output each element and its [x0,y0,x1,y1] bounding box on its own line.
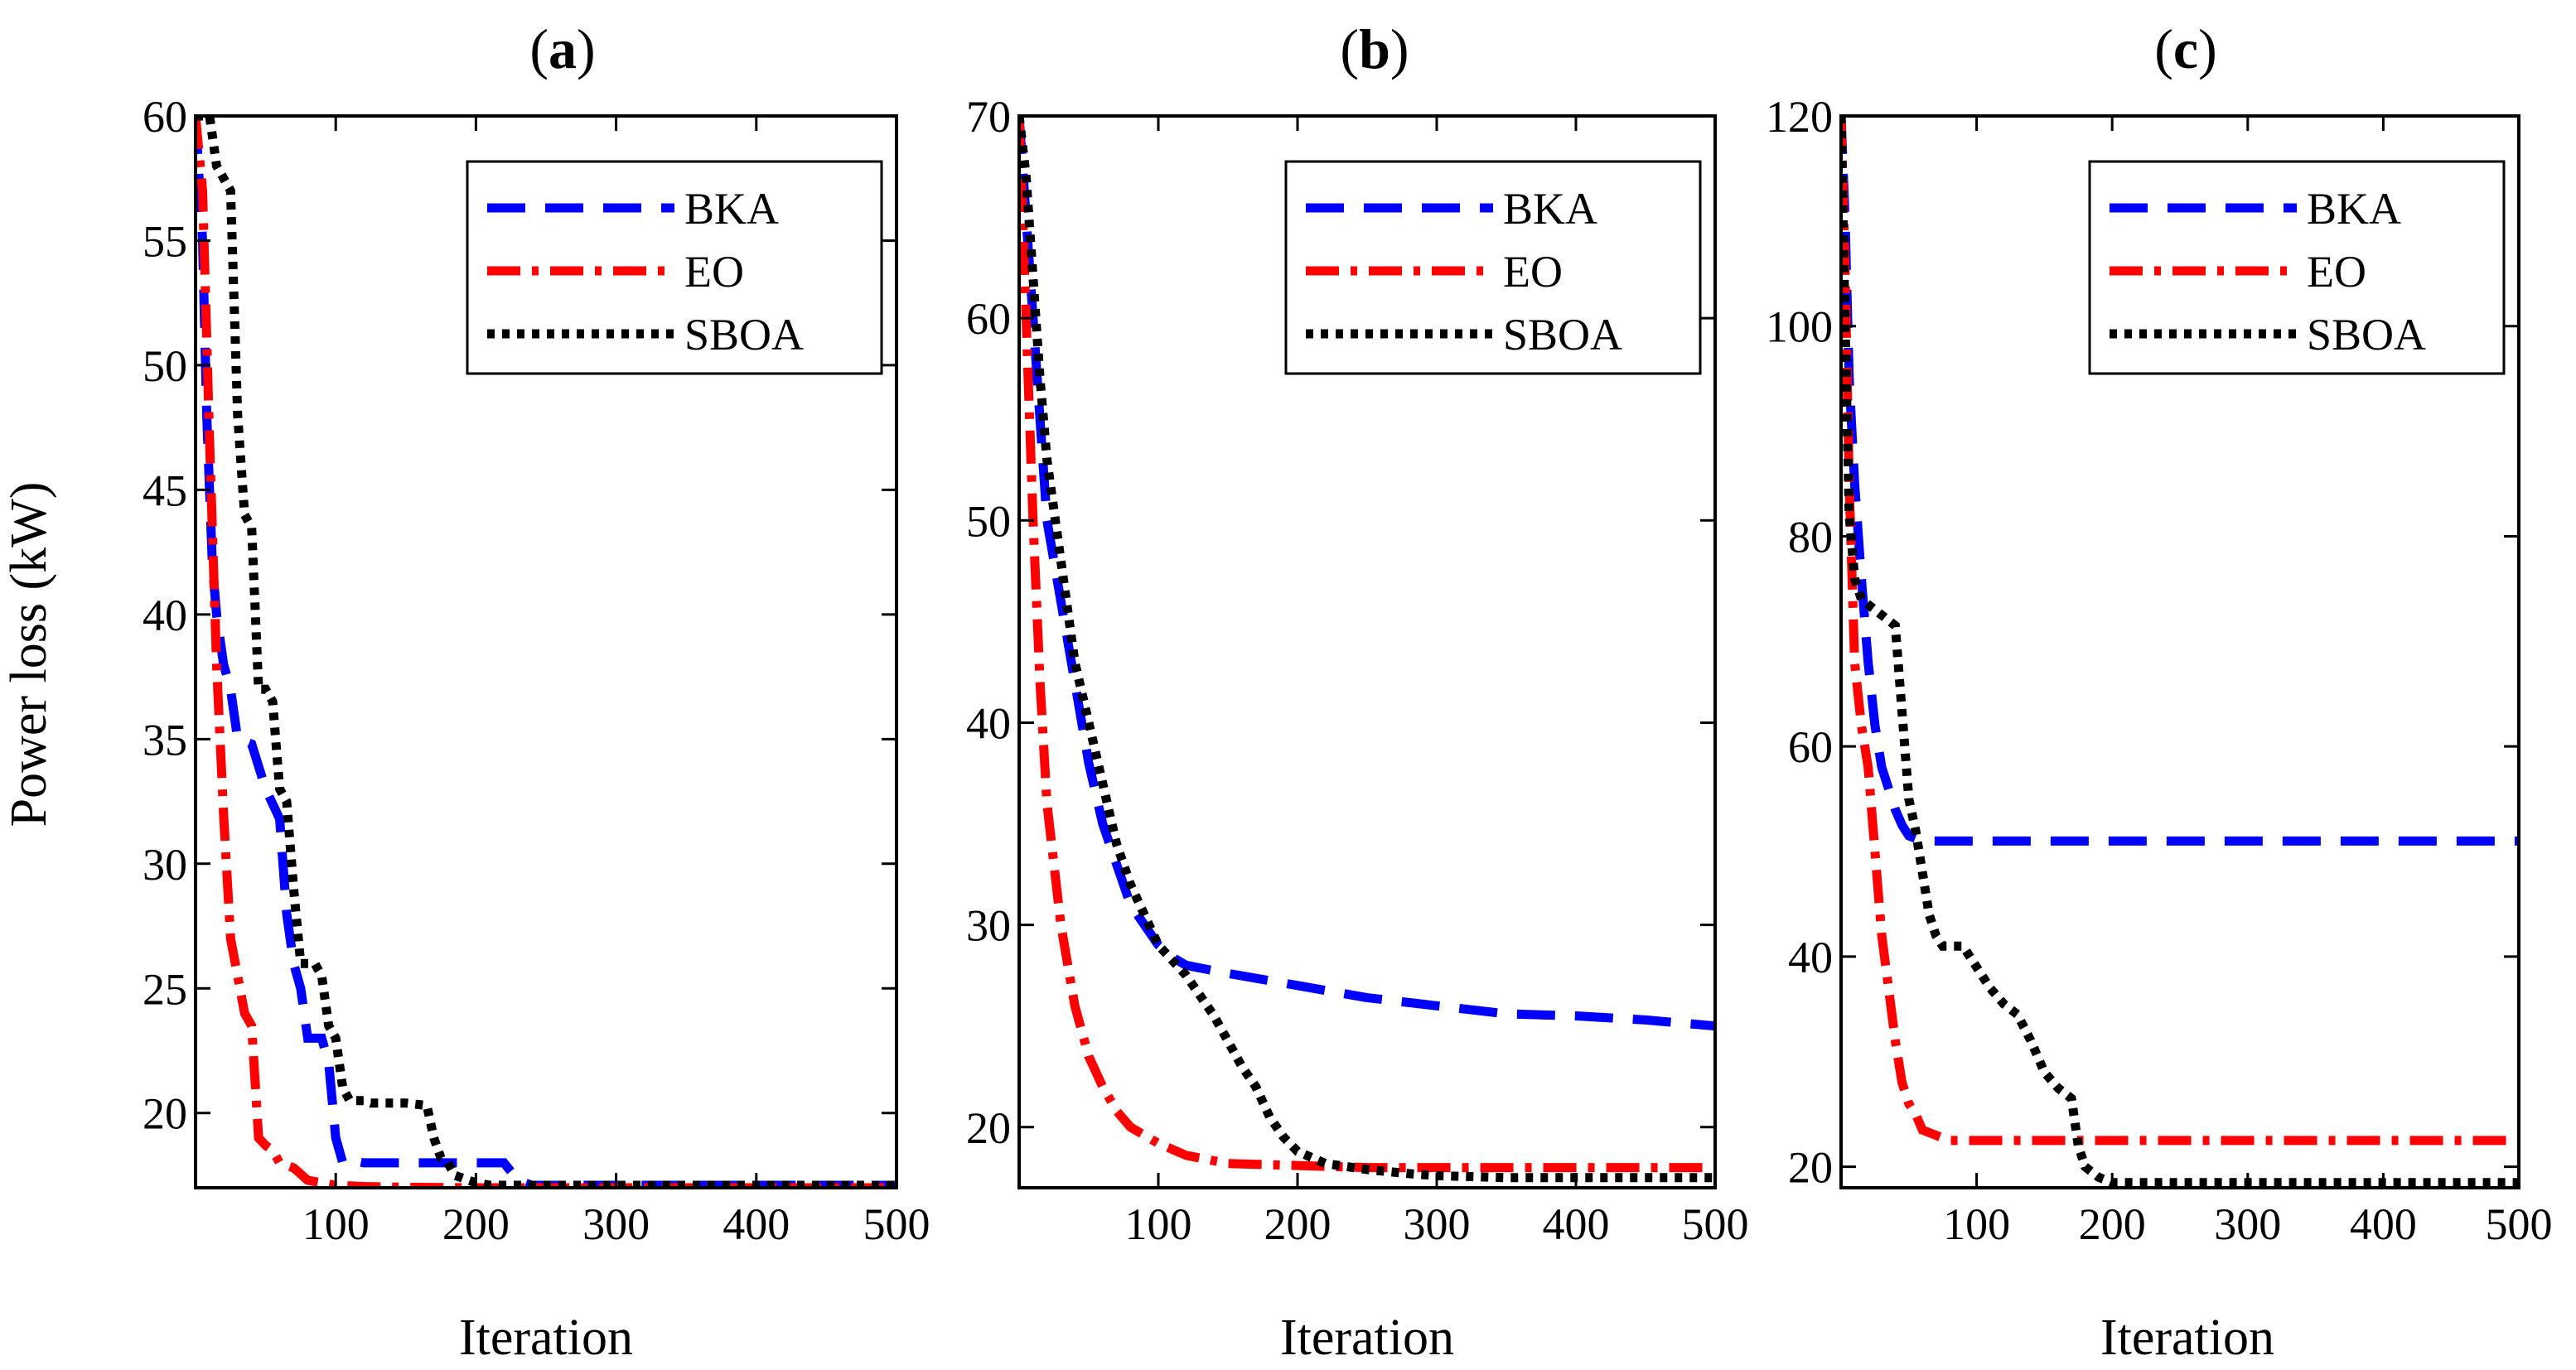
panel-a-title: (a) [529,17,595,80]
panel-b-x-tick-label: 300 [1404,1199,1471,1249]
panel-a-axes-box [194,114,898,1189]
panel-a-y-tick-label: 25 [143,964,187,1014]
panel-b-y-tick-label: 30 [966,901,1011,951]
panel-c-legend-label-bka: BKA [2307,184,2401,234]
panel-a-x-tick-label: 100 [302,1199,370,1249]
panel-c-legend-label-sboa: SBOA [2307,310,2426,359]
panel-b-x-tick-label: 500 [1682,1199,1749,1249]
panel-a-x-axis-label: Iteration [459,1310,633,1366]
panel-b-y-tick-label: 50 [966,496,1011,546]
panel-b-legend-label-eo: EO [1503,247,1563,297]
panel-b-plot: 100 200 300 400 500 20 30 40 50 60 70 BKA EO SBOA [966,92,1749,1249]
panel-b-series-group [1019,116,1715,1183]
panel-c-x-tick-label: 500 [2486,1199,2553,1249]
panel-a-y-tick-label: 45 [143,466,187,515]
panel-a-legend-label-eo: EO [684,247,744,297]
panel-c-x-axis-label: Iteration [2100,1310,2274,1366]
panel-b-axes-box [1017,114,1717,1189]
panel-b-x-axis-label: Iteration [1280,1310,1454,1366]
panel-a-y-tick-label: 50 [143,341,187,391]
panel-b-y-tick-label: 40 [966,698,1011,748]
panel-b-series-sboa [1019,116,1715,1183]
panel-a-x-tick-label: 200 [442,1199,510,1249]
panel-a-legend: BKA EO SBOA [466,160,883,375]
panel-b-legend-label-sboa: SBOA [1503,310,1622,359]
panel-c-y-tick-label: 120 [1766,92,1833,142]
panel-a-series-bka [196,116,897,1188]
panel-a-series-sboa [196,116,897,1188]
panel-c-y-tick-label: 40 [1788,933,1833,982]
panel-c-title: (c) [2154,17,2217,80]
panel-c-x-tick-label: 400 [2350,1199,2417,1249]
panel-c-series-group [1841,116,2519,1188]
panel-c-series-sboa [1841,116,2519,1188]
panel-b-legend-box [1284,160,1702,375]
panel-c-y-tick-label: 60 [1788,722,1833,772]
panel-c-y-tick-label: 20 [1788,1143,1833,1193]
panel-a-y-tick-label: 55 [143,216,187,266]
panel-c-y-tick-label: 80 [1788,512,1833,562]
panel-c-legend-box [2088,160,2506,375]
panel-c-series-eo [1841,116,2519,1146]
panel-a-y-tick-label: 35 [143,715,187,765]
panel-b-x-tick-label: 200 [1264,1199,1331,1249]
panel-c-x-tick-label: 200 [2079,1199,2146,1249]
panel-a-legend-label-bka: BKA [684,184,779,234]
panel-b-x-tick-label: 100 [1125,1199,1192,1249]
panel-c-axes-box [1839,114,2520,1189]
panel-c-x-tick-label: 300 [2214,1199,2281,1249]
panel-c-plot: 100 200 300 400 500 20 40 60 80 100 120 BKA EO SBOA [1766,92,2553,1249]
panel-c-x-tick-label: 100 [1943,1199,2010,1249]
panel-a: (a) Power loss (kW) Iteration 100 200 300 4… [1,17,930,1366]
panel-a-x-tick-label: 400 [723,1199,790,1249]
panel-b-y-tick-label: 60 [966,294,1011,344]
panel-b-legend: BKA EO SBOA [1284,160,1702,375]
panel-a-x-tick-label: 300 [582,1199,650,1249]
panel-c-legend-label-eo: EO [2307,247,2366,297]
y-axis-label: Power loss (kW) [1,482,57,827]
panel-a-x-tick-label: 500 [863,1199,930,1249]
panel-b-x-tick-label: 400 [1543,1199,1610,1249]
panel-a-legend-label-sboa: SBOA [684,310,804,359]
panel-b-title: (b) [1340,17,1409,80]
panel-c-legend: BKA EO SBOA [2088,160,2506,375]
panel-a-y-tick-label: 40 [143,591,187,640]
panel-b: (b) Iteration 100 200 300 400 500 20 30 40 50 60 7… [966,17,1749,1366]
panel-a-y-tick-label: 60 [143,92,187,142]
panel-a-y-tick-label: 30 [143,840,187,890]
panel-c-series-bka [1841,116,2519,846]
panel-c: (c) Iteration 100 200 300 400 50020406080100… [1766,17,2553,1366]
panel-a-plot: 100 200 300 400 500 20 25 30 35 40 45 50 55 60 BKA EO SB… [143,92,930,1249]
panel-c-y-tick-label: 100 [1766,302,1833,352]
panel-b-y-tick-label: 20 [966,1103,1011,1153]
panel-a-y-tick-label: 20 [143,1089,187,1139]
panel-a-legend-box [466,160,883,375]
panel-b-y-tick-label: 70 [966,92,1011,142]
panel-b-legend-label-bka: BKA [1503,184,1597,234]
